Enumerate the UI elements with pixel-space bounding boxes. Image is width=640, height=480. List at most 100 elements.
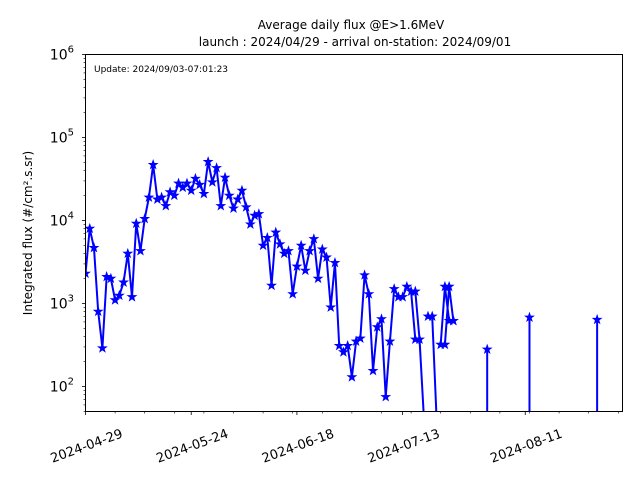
data-point <box>274 238 286 249</box>
data-point <box>160 200 172 211</box>
data-point <box>359 269 371 280</box>
data-point <box>333 340 345 351</box>
data-point <box>308 233 320 244</box>
data-point <box>101 271 113 282</box>
data-point <box>244 218 256 229</box>
series-2 <box>481 343 493 412</box>
data-point <box>215 200 227 211</box>
data-point <box>426 310 438 321</box>
data-point <box>354 332 366 344</box>
data-point <box>388 283 400 294</box>
data-point <box>304 245 316 256</box>
data-point <box>401 280 413 292</box>
data-point <box>591 313 603 325</box>
data-point <box>173 177 184 189</box>
data-point <box>198 188 210 199</box>
x-tick-label: 2024-08-11 <box>488 427 564 467</box>
y-tick-label: 104 <box>50 211 74 230</box>
data-point <box>113 289 125 301</box>
data-point <box>85 222 96 234</box>
data-point <box>266 279 277 291</box>
data-point <box>299 264 311 276</box>
data-point <box>380 391 392 402</box>
series-1 <box>409 280 459 412</box>
data-point <box>240 201 252 212</box>
data-point <box>228 202 239 214</box>
data-point <box>156 191 168 202</box>
data-point <box>316 243 328 254</box>
data-point <box>219 171 231 183</box>
data-point <box>147 158 159 170</box>
data-point <box>295 239 307 251</box>
y-axis-label: Integrated flux (#/cm².s.sr) <box>21 151 35 315</box>
data-point <box>257 239 269 251</box>
data-point <box>447 315 459 326</box>
update-text: Update: 2024/09/03-07:01:23 <box>94 65 228 75</box>
data-point <box>85 267 91 279</box>
data-point <box>321 251 332 262</box>
data-point <box>135 245 146 256</box>
data-point <box>202 156 214 167</box>
data-point <box>443 280 455 292</box>
data-point <box>283 245 294 256</box>
x-tick-label: 2024-07-13 <box>366 427 442 467</box>
y-tick-label: 102 <box>50 377 74 396</box>
data-point <box>270 226 282 237</box>
series-0 <box>85 156 459 402</box>
y-tick-label: 105 <box>50 128 74 147</box>
series-3 <box>524 311 535 412</box>
data-point <box>481 343 493 355</box>
x-tick-label: 2024-04-29 <box>49 427 125 467</box>
data-point <box>376 313 387 324</box>
data-point <box>367 365 379 376</box>
data-point <box>223 189 235 201</box>
y-tick-label: 103 <box>50 294 74 313</box>
data-point <box>371 321 383 332</box>
data-point <box>524 311 535 323</box>
data-point <box>189 172 201 184</box>
data-point <box>342 340 354 351</box>
data-point <box>118 276 129 287</box>
data-point <box>194 178 206 190</box>
data-point <box>261 232 273 243</box>
data-point <box>329 257 341 268</box>
data-point <box>312 272 324 284</box>
plot-frame <box>85 54 623 412</box>
data-point <box>130 217 142 229</box>
data-point <box>414 333 425 344</box>
series-4 <box>591 313 603 412</box>
data-point <box>105 272 117 284</box>
data-point <box>181 177 193 189</box>
data-point <box>139 213 151 224</box>
data-point <box>409 285 421 297</box>
chart-subtitle: launch : 2024/04/29 - arrival on-station… <box>199 35 511 49</box>
data-point <box>88 241 100 253</box>
x-tick-label: 2024-05-24 <box>154 427 230 467</box>
data-point <box>337 346 349 357</box>
data-point <box>287 288 299 299</box>
data-point <box>291 260 303 272</box>
data-point <box>143 191 155 202</box>
data-point <box>236 184 248 196</box>
data-point <box>185 184 197 196</box>
chart-title: Average daily flux @E>1.6MeV <box>258 18 445 32</box>
series-layer <box>85 156 603 412</box>
data-point <box>346 371 358 382</box>
data-point <box>325 301 337 312</box>
data-point <box>96 342 108 353</box>
data-point <box>232 193 244 204</box>
series-line <box>431 316 438 412</box>
data-point <box>384 335 396 346</box>
y-tick-label: 106 <box>50 45 74 64</box>
data-point <box>363 288 375 299</box>
data-point <box>397 291 409 302</box>
data-point <box>92 305 104 317</box>
data-point <box>253 208 265 219</box>
data-point <box>439 338 451 350</box>
data-point <box>126 291 138 302</box>
data-point <box>168 189 180 201</box>
data-point <box>206 176 218 187</box>
data-point <box>211 162 223 173</box>
data-point <box>122 247 134 259</box>
